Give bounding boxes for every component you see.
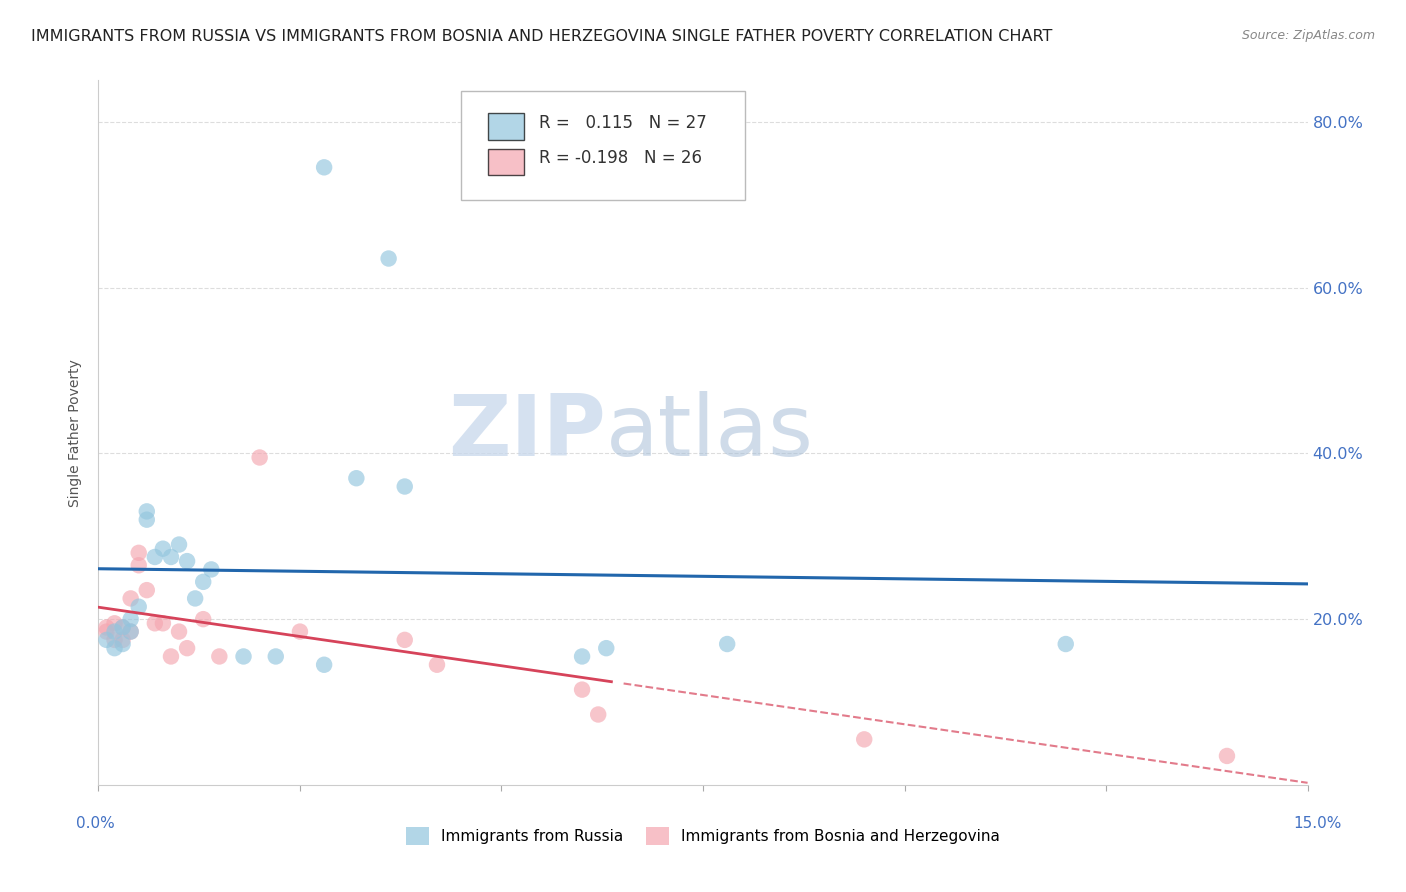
Point (103, 641, 125, 656)
Point (152, 541, 174, 556)
Point (120, 624, 142, 639)
Point (103, 632, 125, 647)
Point (128, 558, 150, 573)
Point (103, 616, 125, 631)
Point (167, 624, 190, 639)
Text: R = -0.198   N = 26: R = -0.198 N = 26 (538, 149, 702, 167)
Point (160, 649, 183, 664)
Point (128, 599, 150, 614)
Point (96, 620, 118, 634)
Point (120, 591, 142, 606)
Point (176, 641, 198, 656)
Point (111, 632, 134, 647)
Point (314, 161, 336, 175)
FancyBboxPatch shape (488, 113, 524, 140)
Text: R =   0.115   N = 27: R = 0.115 N = 27 (538, 113, 706, 131)
Point (586, 707, 609, 722)
Point (176, 554, 198, 568)
Point (135, 513, 157, 527)
Point (160, 549, 183, 564)
Point (232, 649, 254, 664)
Point (143, 616, 166, 631)
Point (96, 624, 118, 639)
Point (208, 649, 231, 664)
Point (264, 649, 287, 664)
Y-axis label: Single Father Poverty: Single Father Poverty (69, 359, 83, 507)
Text: 15.0%: 15.0% (1294, 816, 1341, 830)
Point (143, 549, 166, 564)
Point (193, 612, 215, 626)
Point (200, 562, 222, 576)
Point (426, 657, 449, 672)
Point (595, 641, 617, 656)
Legend: Immigrants from Russia, Immigrants from Bosnia and Herzegovina: Immigrants from Russia, Immigrants from … (399, 821, 1007, 851)
Point (103, 624, 125, 639)
Point (249, 450, 271, 465)
Point (111, 620, 134, 634)
Point (96, 632, 118, 647)
Point (1054, 637, 1077, 651)
Point (571, 682, 593, 697)
Point (120, 612, 142, 626)
Text: ZIP: ZIP (449, 391, 606, 475)
Point (120, 624, 142, 639)
Point (111, 637, 134, 651)
FancyBboxPatch shape (488, 149, 524, 176)
Point (1216, 748, 1239, 763)
Point (344, 471, 367, 485)
Point (716, 637, 738, 651)
Point (193, 574, 215, 589)
Point (135, 504, 157, 518)
Point (394, 632, 416, 647)
Point (571, 649, 593, 664)
Point (853, 732, 876, 747)
Point (135, 583, 157, 598)
Point (288, 624, 311, 639)
Point (394, 479, 416, 493)
Point (377, 252, 399, 266)
Text: IMMIGRANTS FROM RUSSIA VS IMMIGRANTS FROM BOSNIA AND HERZEGOVINA SINGLE FATHER P: IMMIGRANTS FROM RUSSIA VS IMMIGRANTS FRO… (31, 29, 1052, 44)
Point (128, 546, 150, 560)
Text: Source: ZipAtlas.com: Source: ZipAtlas.com (1241, 29, 1375, 42)
Point (167, 537, 190, 551)
Point (184, 591, 207, 606)
Point (152, 616, 174, 631)
Text: 0.0%: 0.0% (76, 816, 115, 830)
Text: atlas: atlas (606, 391, 814, 475)
Point (111, 620, 134, 634)
FancyBboxPatch shape (461, 91, 745, 200)
Point (314, 657, 336, 672)
